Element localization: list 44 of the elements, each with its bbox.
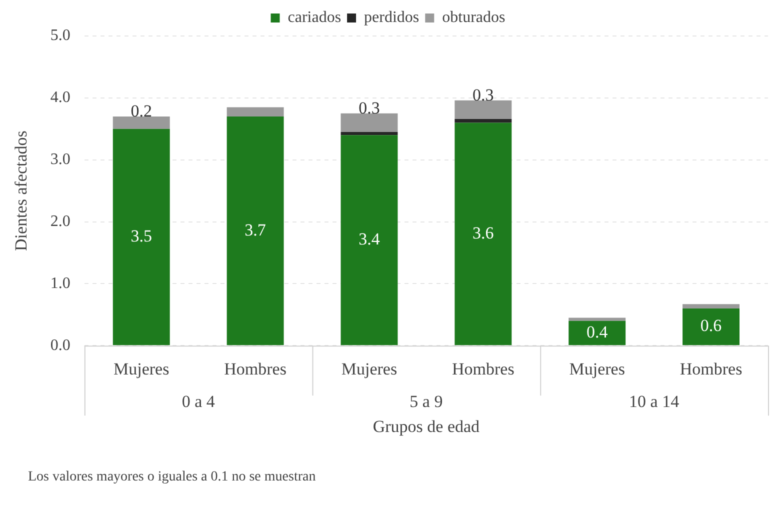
y-tick-label: 0.0 (50, 336, 70, 354)
y-tick-label: 5.0 (50, 27, 70, 44)
y-tick-label: 1.0 (50, 274, 70, 292)
text: 5 a 9 (410, 392, 443, 412)
y-tick-label: 2.0 (50, 212, 70, 230)
data-label: 3.4 (358, 230, 380, 249)
bar (112, 128, 170, 346)
data-label: 0.3 (358, 98, 380, 118)
bar (226, 107, 284, 116)
x-tick-label: Hombres (680, 359, 742, 378)
x-tick-label: Hombres (224, 359, 286, 378)
x-tick-label: Mujeres (114, 359, 170, 378)
bar (568, 318, 626, 321)
x-tick-label: Mujeres (341, 359, 398, 378)
bar (340, 135, 398, 346)
bar (112, 116, 170, 129)
bar (568, 320, 626, 346)
text: 10 a 14 (629, 392, 680, 412)
data-label: 0.6 (700, 316, 722, 336)
legend-label: obturados (442, 9, 506, 26)
bar (682, 304, 740, 308)
y-axis-title: Dientes afectados (12, 130, 31, 251)
data-label: 3.6 (472, 223, 494, 242)
bar (340, 113, 398, 132)
bar (340, 132, 398, 136)
text: Los valores mayores o iguales a 0.1 no se muestran (28, 469, 316, 484)
bar (454, 122, 512, 346)
legend-label: perdidos (364, 9, 420, 26)
x-axis-title: Grupos de edad (372, 417, 480, 436)
data-label: 0.4 (586, 322, 608, 342)
y-tick-label: 4.0 (50, 89, 70, 106)
x-tick-label: Hombres (452, 359, 514, 378)
data-label: 0.3 (472, 85, 494, 104)
data-label: 3.5 (130, 226, 152, 246)
bar (682, 308, 740, 346)
y-tick-label: 3.0 (50, 151, 70, 168)
legend-label: cariados (288, 9, 342, 26)
bar (226, 116, 284, 346)
text: 0 a 4 (182, 392, 216, 412)
data-label: 3.7 (244, 220, 266, 240)
bar (454, 118, 512, 123)
bar (454, 100, 512, 119)
x-tick-label: Mujeres (569, 359, 625, 378)
data-label: 0.2 (130, 101, 152, 120)
